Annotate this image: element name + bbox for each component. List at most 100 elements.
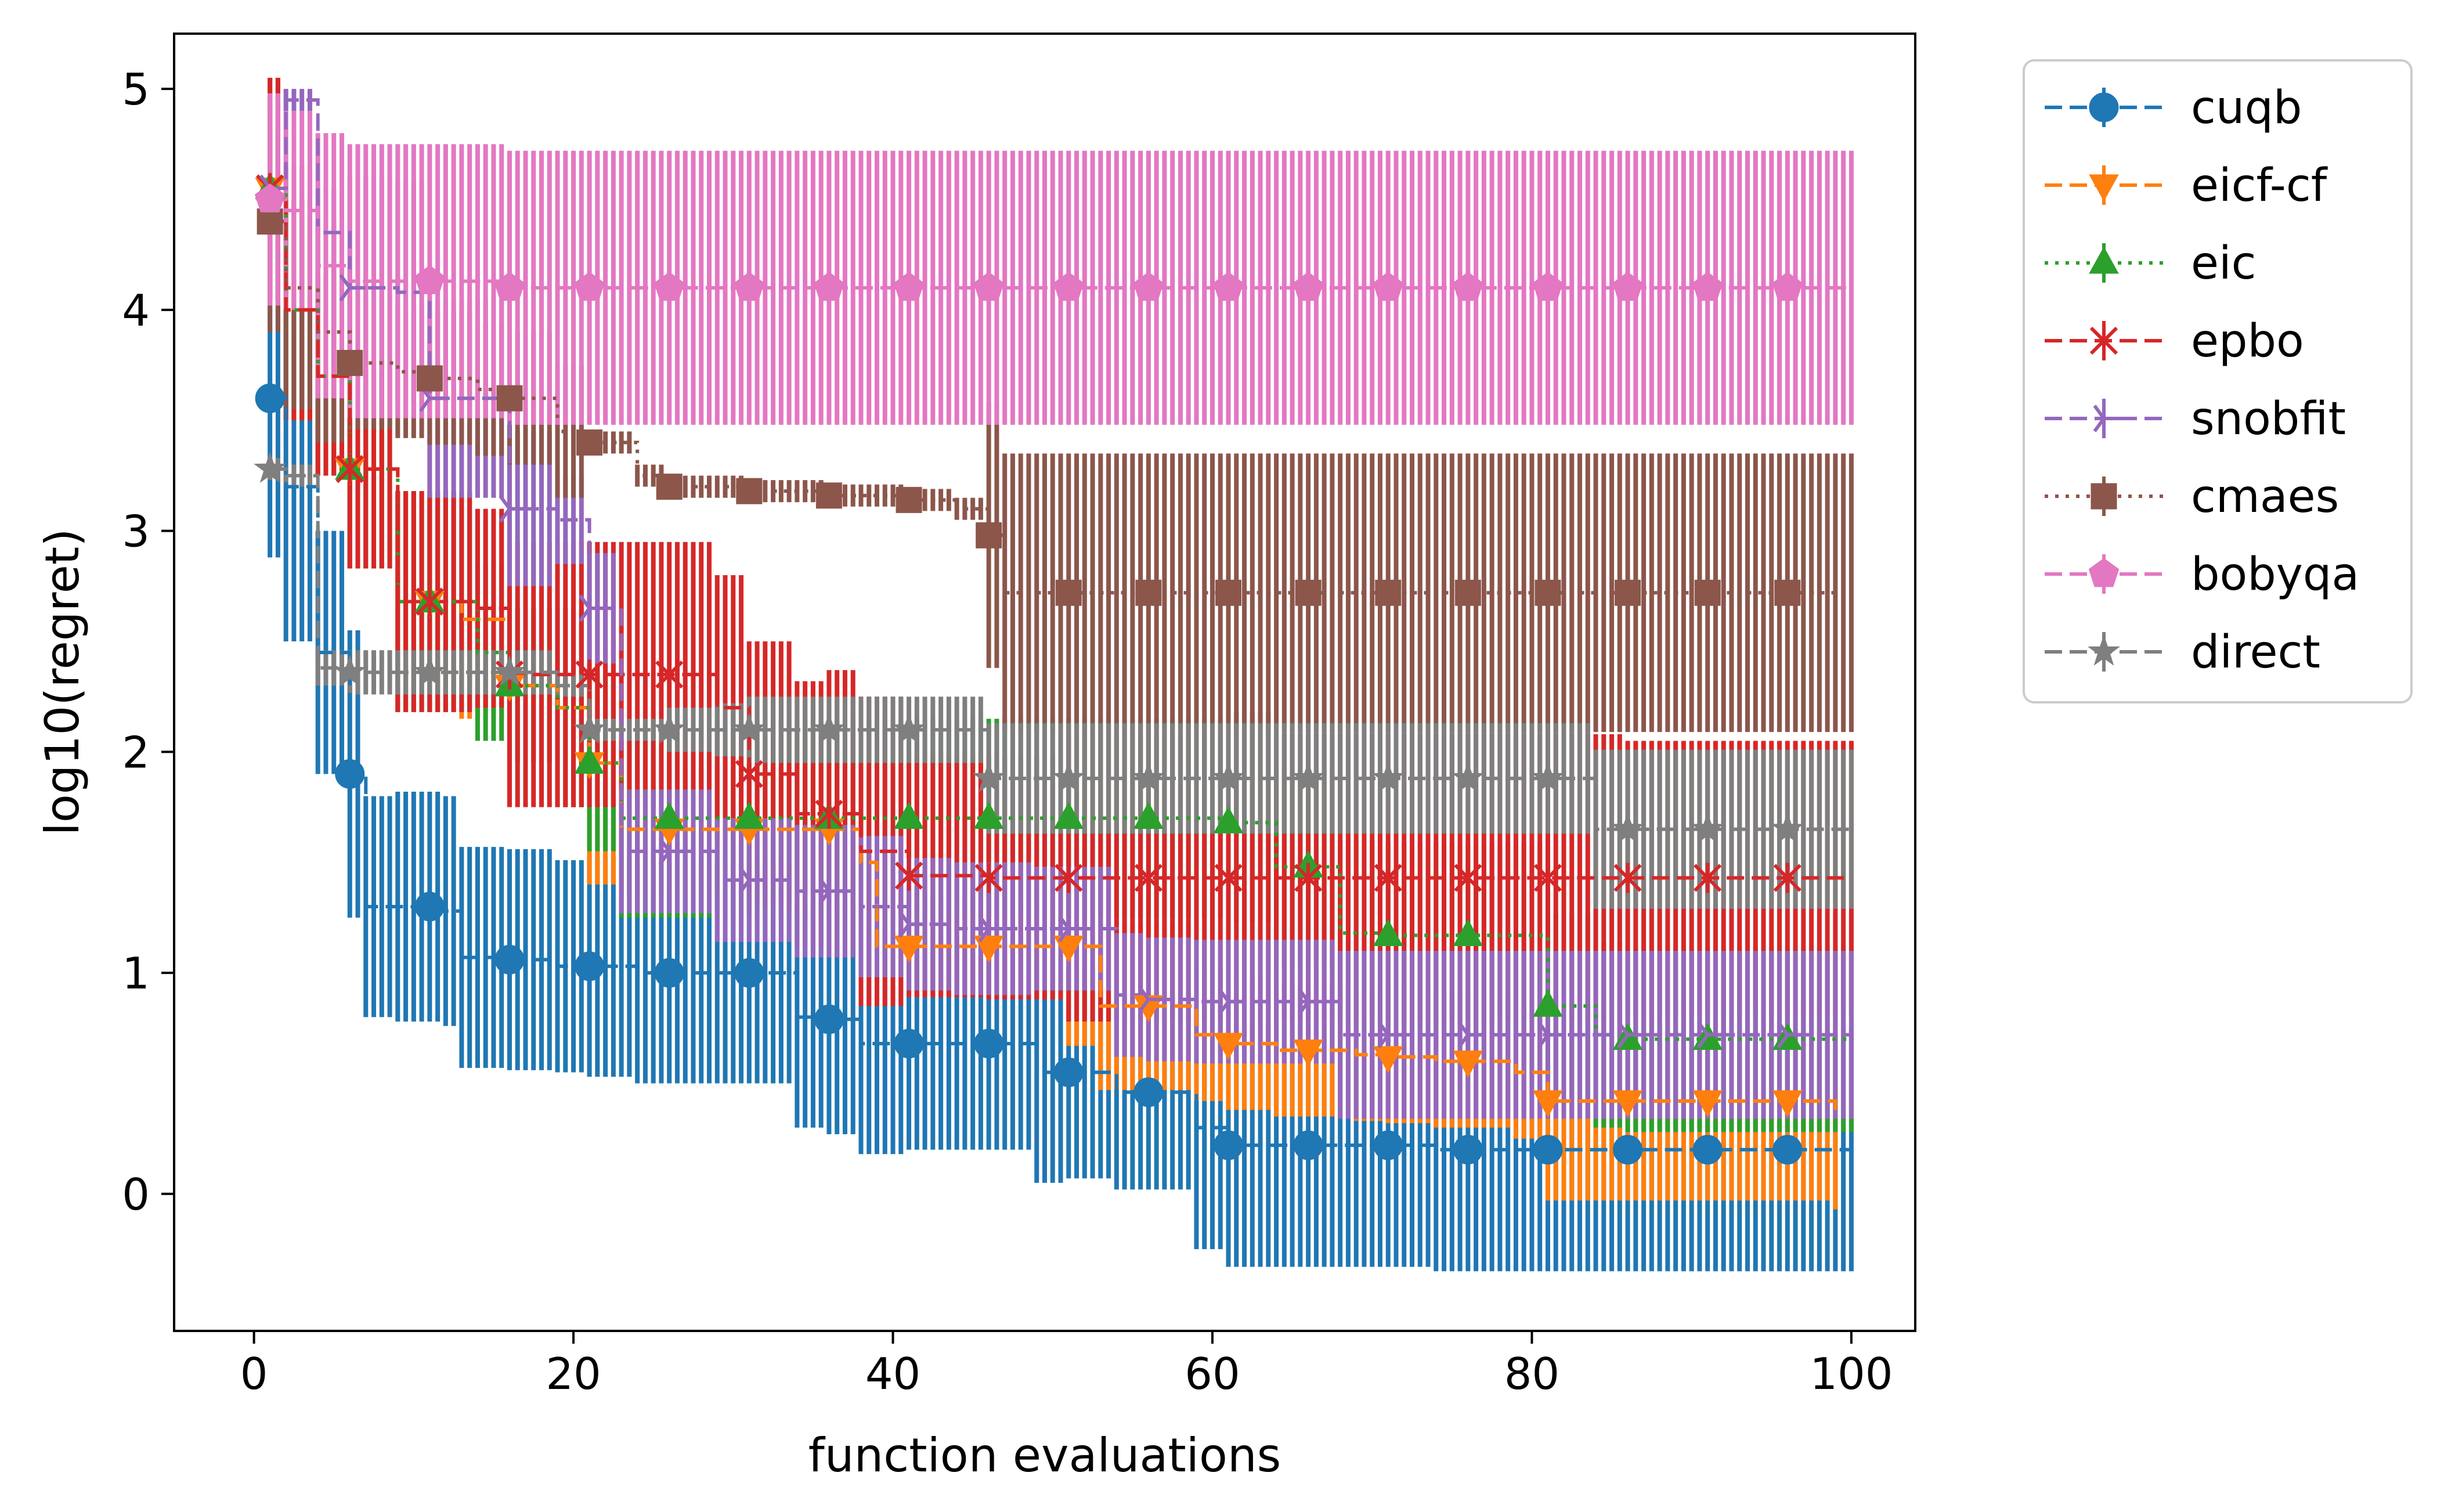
legend-marker-eicf-cf xyxy=(2089,174,2119,202)
data-point-bobyqa xyxy=(734,272,765,301)
data-point-epbo xyxy=(575,659,604,690)
data-point-snobfit-stroke xyxy=(898,923,911,939)
data-point-epbo xyxy=(1533,863,1562,893)
data-point-direct xyxy=(493,655,526,687)
series-line-snobfit xyxy=(270,98,1851,1037)
legend-marker-bobyqa xyxy=(2088,558,2120,587)
legend: cuqb eicf-cf eic epbo snobfit cmaes bobyqa dire… xyxy=(2023,59,2413,703)
legend-label-direct: direct xyxy=(2191,626,2320,679)
data-point-eic xyxy=(894,802,924,829)
plot-frame xyxy=(173,33,1916,1332)
data-point-cmaes xyxy=(1055,579,1082,606)
data-point-cuqb xyxy=(1293,1130,1323,1160)
data-point-bobyqa xyxy=(254,183,286,212)
data-point-eic xyxy=(1373,919,1403,946)
data-point-snobfit-stroke xyxy=(1377,1021,1390,1036)
data-point-direct xyxy=(1531,761,1565,793)
data-point-eicf-cf xyxy=(1772,1090,1803,1118)
x-tick-label: 60 xyxy=(1185,1348,1240,1399)
data-point-snobfit-stroke xyxy=(418,397,431,413)
data-point-eicf-cf xyxy=(1453,1050,1483,1078)
data-point-cmaes xyxy=(337,349,363,376)
data-point-snobfit-stroke xyxy=(1297,987,1310,1003)
data-point-snobfit-stroke xyxy=(818,877,831,893)
data-point-eicf-cf xyxy=(1612,1090,1643,1118)
markers-bobyqa xyxy=(254,183,1803,301)
legend-label-snobfit: snobfit xyxy=(2191,393,2346,445)
data-point-direct xyxy=(1611,812,1644,843)
data-point-cmaes xyxy=(257,208,283,235)
data-point-snobfit-stroke xyxy=(579,594,591,609)
data-point-snobfit-stroke xyxy=(738,879,751,894)
data-point-cuqb xyxy=(1692,1135,1723,1165)
data-point-snobfit-stroke xyxy=(658,850,671,865)
legend-marker-epbo xyxy=(2089,326,2118,356)
data-point-snobfit xyxy=(1297,987,1324,1016)
legend-marker-direct xyxy=(2087,634,2121,666)
data-point-cmaes xyxy=(1535,579,1561,606)
legend-entry-cmaes: cmaes xyxy=(2045,471,2339,523)
data-point-cmaes xyxy=(416,365,443,392)
data-point-bobyqa xyxy=(1532,272,1564,301)
data-point-snobfit-stroke xyxy=(1457,1034,1470,1049)
data-point-cmaes xyxy=(736,478,763,504)
data-point-bobyqa xyxy=(1133,272,1164,301)
data-point-snobfit-stroke xyxy=(1138,986,1150,1001)
legend-label-epbo: epbo xyxy=(2191,315,2304,367)
data-point-direct xyxy=(1052,761,1085,793)
legend-entry-epbo: epbo xyxy=(2045,315,2304,367)
data-point-snobfit-stroke xyxy=(898,910,911,926)
data-point-epbo xyxy=(1374,863,1402,893)
data-point-eic xyxy=(574,746,605,774)
legend-label-eicf-cf: eicf-cf xyxy=(2191,160,2328,212)
data-point-snobfit-stroke xyxy=(1057,928,1070,943)
data-point-direct xyxy=(653,712,686,744)
data-point-direct xyxy=(892,712,926,744)
data-point-bobyqa xyxy=(1612,272,1643,301)
legend-marker-snobfit xyxy=(2093,405,2120,432)
data-point-snobfit-stroke xyxy=(1617,1034,1630,1049)
data-point-epbo xyxy=(815,799,843,829)
data-point-epbo xyxy=(1214,863,1243,893)
data-point-bobyqa xyxy=(654,272,685,301)
data-point-direct xyxy=(813,712,846,744)
data-point-cuqb xyxy=(1533,1135,1563,1165)
data-point-snobfit-stroke xyxy=(818,890,831,905)
data-point-eicf-cf xyxy=(1533,1090,1563,1118)
data-point-epbo xyxy=(735,759,763,789)
data-point-epbo xyxy=(1613,863,1642,893)
legend-entry-bobyqa: bobyqa xyxy=(2045,548,2359,601)
data-point-cmaes xyxy=(1295,579,1322,606)
data-point-bobyqa xyxy=(1373,272,1404,301)
legend-marker-snobfit-stroke xyxy=(2093,417,2106,432)
data-point-snobfit xyxy=(978,915,1005,943)
data-point-cuqb xyxy=(255,383,285,413)
series-line-cmaes xyxy=(270,219,1851,595)
markers-snobfit xyxy=(259,174,1803,1049)
x-tick-label: 0 xyxy=(240,1348,268,1399)
data-point-snobfit xyxy=(499,495,525,523)
data-point-cmaes xyxy=(1454,579,1481,606)
data-point-epbo xyxy=(1773,863,1801,893)
x-tick-label: 20 xyxy=(546,1348,601,1399)
data-point-snobfit-stroke xyxy=(499,495,511,510)
legend-entry-direct: direct xyxy=(2045,626,2320,679)
data-point-cuqb xyxy=(814,1004,844,1034)
data-point-snobfit-stroke xyxy=(1696,1034,1709,1049)
data-point-cuqb xyxy=(974,1029,1004,1059)
y-tick-label: 0 xyxy=(122,1169,150,1220)
legend-label-cmaes: cmaes xyxy=(2191,471,2339,523)
data-point-cmaes xyxy=(976,522,1002,548)
legend-entry-eicf-cf: eicf-cf xyxy=(2045,160,2328,212)
data-point-snobfit xyxy=(1617,1021,1644,1049)
y-axis-label: log10(regret) xyxy=(35,528,89,835)
data-point-eic xyxy=(734,802,764,829)
data-point-snobfit-stroke xyxy=(499,507,511,523)
data-point-snobfit-stroke xyxy=(1138,998,1150,1013)
legend-marker-snobfit-stroke xyxy=(2093,405,2106,420)
data-point-snobfit-stroke xyxy=(1777,1021,1789,1036)
data-point-cmaes xyxy=(576,429,603,456)
data-point-snobfit-stroke xyxy=(1537,1034,1550,1049)
data-point-snobfit-stroke xyxy=(1457,1021,1470,1036)
data-point-cmaes xyxy=(1615,579,1641,606)
